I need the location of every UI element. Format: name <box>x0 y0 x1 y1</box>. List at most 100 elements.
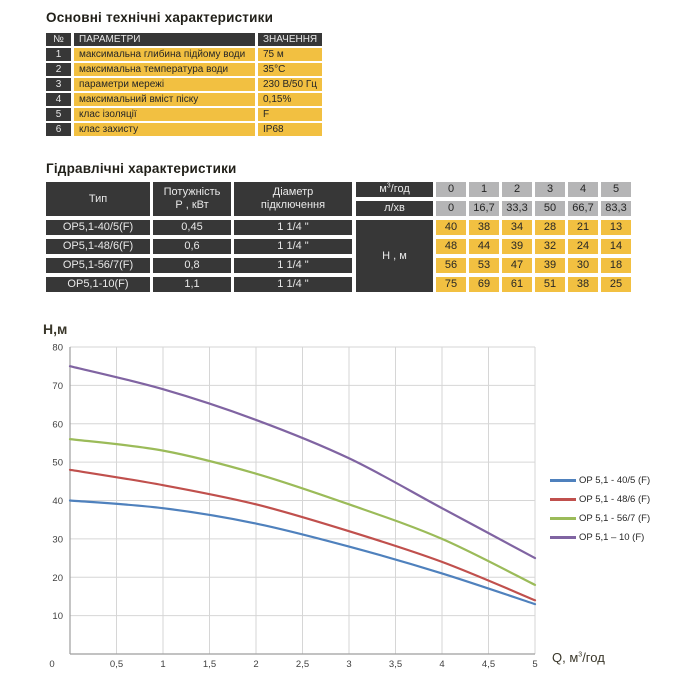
tech-row-value: 230 В/50 Гц <box>258 78 322 91</box>
x-title-sup: 3 <box>578 651 583 659</box>
head-value-cell: 13 <box>601 220 631 235</box>
y-tick-label: 10 <box>52 611 63 622</box>
pump-type: OP5,1-48/6(F) <box>46 239 150 254</box>
head-value-cell: 21 <box>568 220 598 235</box>
flow-m3-cell: 5 <box>601 182 631 197</box>
y-tick-label: 40 <box>52 496 63 507</box>
pump-power: 1,1 <box>153 277 231 292</box>
tech-header-value: ЗНАЧЕННЯ <box>258 33 322 46</box>
head-value-cell: 38 <box>469 220 499 235</box>
flow-lmin-cell: 16,7 <box>469 201 499 216</box>
tech-row-value: 75 м <box>258 48 322 61</box>
y-tick-label: 70 <box>52 381 63 392</box>
head-value-cell: 34 <box>502 220 532 235</box>
pump-power: 0,6 <box>153 239 231 254</box>
flow-units-m3h-label: м3/год <box>356 182 433 197</box>
hydro-table-title: Гідравлічні характеристики <box>46 161 237 176</box>
head-value-cell: 30 <box>568 258 598 273</box>
head-value-cell: 56 <box>436 258 466 273</box>
tech-header-param: ПАРАМЕТРИ <box>74 33 255 46</box>
legend-item: OP 5,1 – 10 (F) <box>550 528 650 547</box>
tech-row-param: клас ізоляції <box>74 108 255 121</box>
x-tick-label: 4,5 <box>482 659 495 670</box>
hydro-header-type-label: Тип <box>88 192 108 205</box>
head-value-cell: 38 <box>568 277 598 292</box>
head-value-cell: 61 <box>502 277 532 292</box>
head-value-cell: 75 <box>436 277 466 292</box>
legend-line-icon <box>550 498 576 501</box>
legend-line-icon <box>550 536 576 539</box>
tech-row-value: IP68 <box>258 123 322 136</box>
pump-diameter: 1 1/4 " <box>234 239 352 254</box>
head-value-cell: 39 <box>535 258 565 273</box>
hydro-header-power-line2: Р , кВт <box>175 199 209 211</box>
x-tick-label: 4 <box>439 659 444 670</box>
tech-row-num: 3 <box>46 78 71 91</box>
legend-label: OP 5,1 - 56/7 (F) <box>579 513 651 524</box>
x-tick-label: 3,5 <box>389 659 402 670</box>
legend-line-icon <box>550 517 576 520</box>
chart-x-axis-title: Q, м3/год <box>552 650 605 665</box>
pump-diameter: 1 1/4 " <box>234 277 352 292</box>
x-tick-label: 0 <box>49 659 54 670</box>
flow-m3-cell: 4 <box>568 182 598 197</box>
pump-type: OP5,1-10(F) <box>46 277 150 292</box>
head-value-cell: 24 <box>568 239 598 254</box>
flow-lmin-cell: 66,7 <box>568 201 598 216</box>
tech-row-num: 4 <box>46 93 71 106</box>
tech-row-num: 6 <box>46 123 71 136</box>
y-tick-label: 50 <box>52 458 63 469</box>
legend-label: OP 5,1 - 48/6 (F) <box>579 494 651 505</box>
tech-row-param: максимальна температура води <box>74 63 255 76</box>
head-value-cell: 51 <box>535 277 565 292</box>
tech-table-title: Основні технічні характеристики <box>46 10 274 25</box>
head-value-cell: 48 <box>436 239 466 254</box>
legend-label: OP 5,1 – 10 (F) <box>579 532 645 543</box>
m3-suffix: /год <box>390 183 410 195</box>
head-value-cell: 69 <box>469 277 499 292</box>
head-value-cell: 32 <box>535 239 565 254</box>
tech-row-num: 2 <box>46 63 71 76</box>
x-title-suffix: /год <box>582 650 605 665</box>
head-value-cell: 14 <box>601 239 631 254</box>
y-tick-label: 80 <box>52 343 63 354</box>
pump-type: OP5,1-40/5(F) <box>46 220 150 235</box>
tech-row-param: параметри мережі <box>74 78 255 91</box>
flow-units-lmin-label: л/хв <box>356 201 433 216</box>
tech-row-param: клас захисту <box>74 123 255 136</box>
flow-lmin-cell: 50 <box>535 201 565 216</box>
pump-power: 0,45 <box>153 220 231 235</box>
legend-item: OP 5,1 - 48/6 (F) <box>550 490 650 509</box>
m3-prefix: м <box>379 183 387 195</box>
head-value-cell: 18 <box>601 258 631 273</box>
hydro-table-right: м3/год л/хв Н , м 0 1 2 3 4 5 0 16,7 33,3 50 66,7 8… <box>356 182 631 292</box>
x-tick-label: 3 <box>346 659 351 670</box>
head-value-cell: 28 <box>535 220 565 235</box>
x-tick-label: 5 <box>532 659 537 670</box>
flow-lmin-cell: 83,3 <box>601 201 631 216</box>
legend-label: OP 5,1 - 40/5 (F) <box>579 475 651 486</box>
x-tick-label: 1,5 <box>203 659 216 670</box>
pump-curve <box>68 438 537 587</box>
hydro-header-diameter: Діаметр підключення <box>234 182 352 216</box>
chart-y-axis-title: Н,м <box>43 321 68 337</box>
flow-m3-cell: 0 <box>436 182 466 197</box>
x-tick-label: 2,5 <box>296 659 309 670</box>
tech-header-num: № <box>46 33 71 46</box>
hydro-header-power-line1: Потужність <box>163 186 221 198</box>
x-title-m: м <box>569 650 579 665</box>
pump-diameter: 1 1/4 " <box>234 258 352 273</box>
hydro-header-power: Потужність Р , кВт <box>153 182 231 216</box>
tech-row-param: максимальна глибина підйому води <box>74 48 255 61</box>
hydro-header-type: Тип <box>46 182 150 216</box>
pump-type: OP5,1-56/7(F) <box>46 258 150 273</box>
legend-line-icon <box>550 479 576 482</box>
y-tick-label: 60 <box>52 419 63 430</box>
legend-item: OP 5,1 - 40/5 (F) <box>550 471 650 490</box>
tech-row-value: 35°С <box>258 63 322 76</box>
hydro-header-diam-line2: підключення <box>260 199 326 211</box>
tech-row-param: максимальний вміст піску <box>74 93 255 106</box>
head-units-label: Н , м <box>356 220 433 292</box>
head-value-cell: 40 <box>436 220 466 235</box>
